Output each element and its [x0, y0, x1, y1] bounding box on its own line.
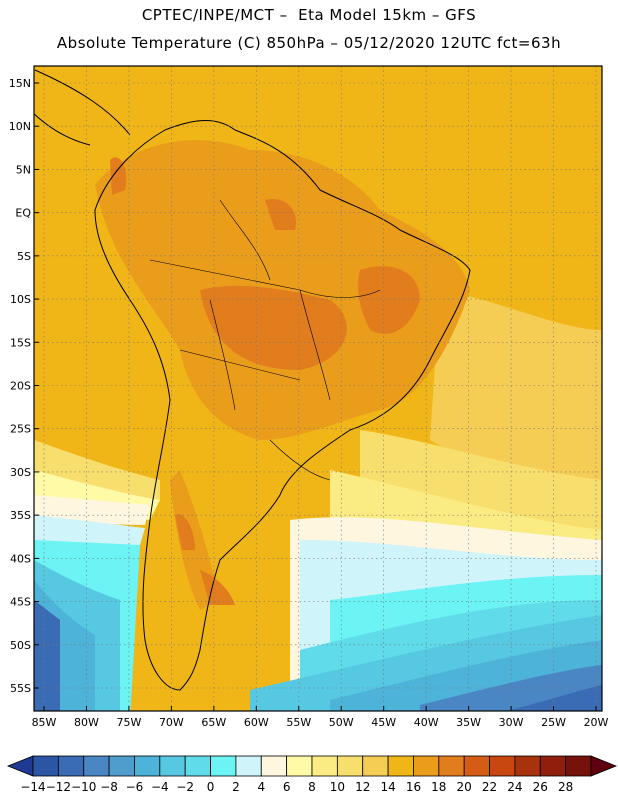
colorbar-label: 4 [257, 780, 265, 794]
colorbar-label: 26 [533, 780, 548, 794]
colorbar-segment [413, 755, 440, 777]
latitude-axis: 15N 10N 5N EQ 5S 10S 15S 20S 25S 30S 35S 40S 45S 50S 5… [9, 77, 39, 695]
map-frame [33, 65, 603, 712]
colorbar-label: −4 [151, 780, 169, 794]
colorbar-min-arrow [6, 755, 34, 777]
country-borders [149, 199, 381, 481]
lon-label: 55W [286, 716, 311, 729]
colorbar-segment [32, 755, 59, 777]
lon-label: 65W [201, 716, 226, 729]
colorbar-label: 2 [232, 780, 240, 794]
colorbar-label: −12 [46, 780, 71, 794]
colorbar-label: −8 [100, 780, 118, 794]
colorbar-label: −6 [126, 780, 144, 794]
lat-label: 40S [10, 552, 31, 565]
longitude-axis: 85W 80W 75W 70W 65W 60W 55W 50W 45W 40W 35W 30W 25W 2… [32, 706, 609, 729]
lon-label: 70W [159, 716, 184, 729]
lon-label: 60W [244, 716, 269, 729]
lon-label: 35W [456, 716, 481, 729]
lat-label: 45S [10, 596, 31, 609]
lon-label: 45W [371, 716, 396, 729]
header-title-line1: CPTEC/INPE/MCT – Eta Model 15km – GFS [141, 6, 477, 24]
colorbar-segment [210, 755, 237, 777]
lat-label: 35S [10, 509, 31, 522]
colorbar-label: 28 [558, 780, 573, 794]
colorbar-label: 20 [457, 780, 472, 794]
colorbar-segment [108, 755, 135, 777]
lon-label: 80W [74, 716, 99, 729]
colorbar-label: 6 [283, 780, 291, 794]
colorbar-segment [311, 755, 338, 777]
colorbar-label: 0 [207, 780, 215, 794]
colorbar-segment [387, 755, 414, 777]
colorbar-segment [159, 755, 186, 777]
colorbar-segment [438, 755, 465, 777]
colorbar-segment [539, 755, 567, 777]
colorbar-segment [134, 755, 161, 777]
colorbar-label: 24 [507, 780, 522, 794]
coastline [34, 69, 471, 691]
colorbar-label: 14 [380, 780, 395, 794]
colorbar-label: 8 [308, 780, 316, 794]
lon-label: 30W [499, 716, 524, 729]
colorbar-label: 10 [330, 780, 345, 794]
lat-label: 10S [10, 293, 31, 306]
lat-label: 5S [17, 250, 31, 263]
lat-label: 55S [10, 682, 31, 695]
colorbar-segment [260, 755, 288, 777]
lon-label: 50W [329, 716, 354, 729]
lon-label: 85W [32, 716, 57, 729]
lon-label: 75W [116, 716, 141, 729]
colorbar-max-arrow [590, 755, 618, 777]
colorbar-label: 22 [482, 780, 497, 794]
header-title-line2: Absolute Temperature (C) 850hPa – 05/12/… [56, 34, 562, 52]
colorbar-segment [286, 755, 313, 777]
colorbar-label: −2 [176, 780, 194, 794]
colorbar-segment [362, 755, 389, 777]
lat-label: 50S [10, 639, 31, 652]
colorbar: −14 −12 −10 −8 −6 −4 −2 0 2 4 6 8 10 12 14 16 18 20 22 24 26… [6, 755, 618, 794]
colorbar-segment [83, 755, 110, 777]
lat-label: 15N [9, 77, 31, 90]
lat-label: 30S [10, 466, 31, 479]
colorbar-segment [463, 755, 490, 777]
lat-label: EQ [15, 207, 31, 220]
colorbar-segment [489, 755, 516, 777]
colorbar-segment [565, 755, 592, 777]
lat-label: 25S [10, 423, 31, 436]
colorbar-segment [184, 755, 211, 777]
lat-label: 5N [16, 163, 31, 176]
colorbar-segment [336, 755, 364, 777]
colorbar-label: −14 [20, 780, 45, 794]
colorbar-segment [514, 755, 541, 777]
lat-label: 10N [9, 120, 31, 133]
lat-label: 20S [10, 380, 31, 393]
colorbar-label: 18 [431, 780, 446, 794]
lat-label: 15S [10, 336, 31, 349]
colorbar-segment [57, 755, 85, 777]
lon-label: 40W [414, 716, 439, 729]
lon-label: 20W [584, 716, 609, 729]
colorbar-segment [235, 755, 262, 777]
colorbar-label: 16 [406, 780, 421, 794]
lon-label: 25W [541, 716, 566, 729]
colorbar-label: −10 [71, 780, 96, 794]
map-grid [34, 66, 602, 711]
temperature-field [34, 66, 602, 711]
colorbar-label: 12 [355, 780, 370, 794]
